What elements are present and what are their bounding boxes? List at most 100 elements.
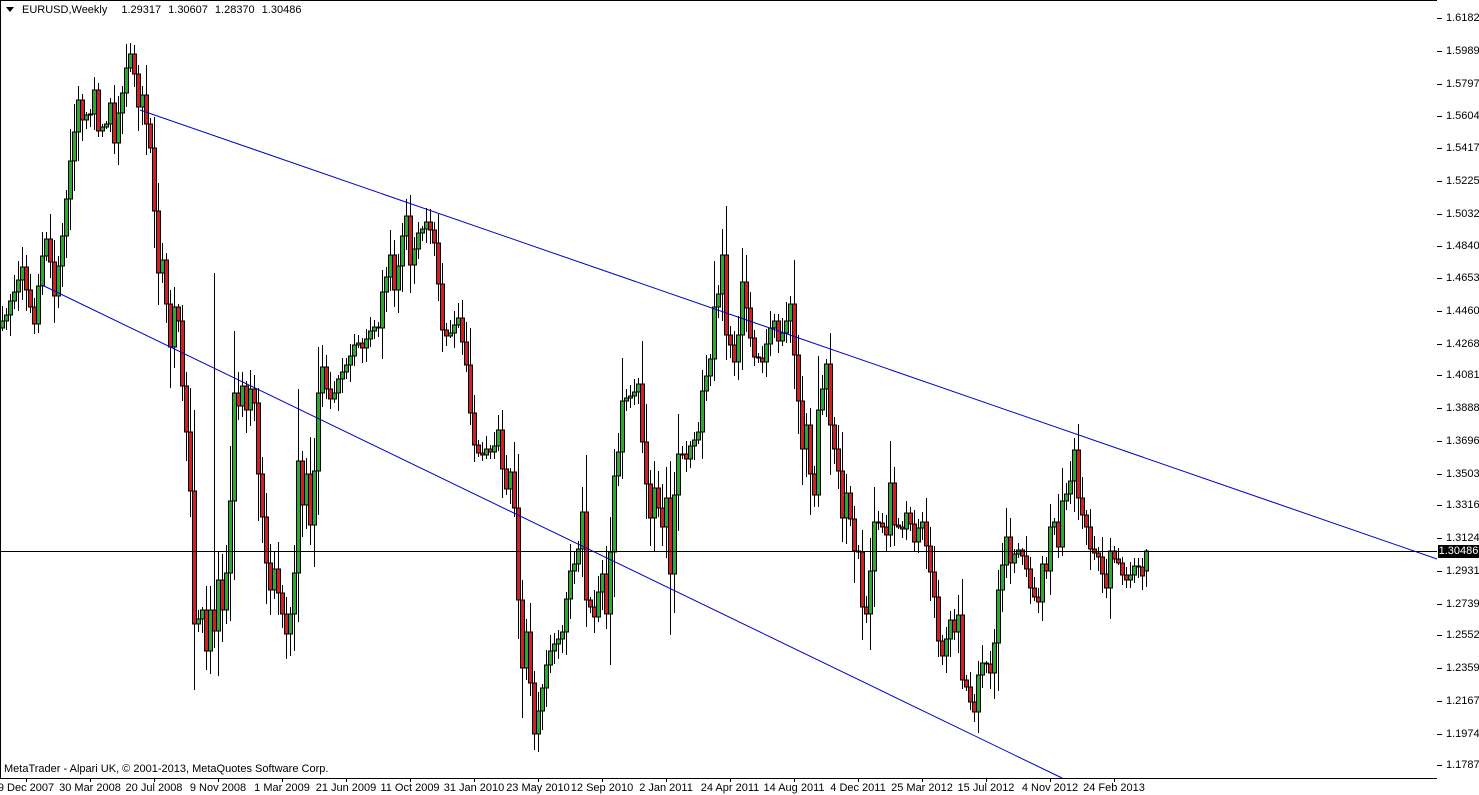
date-axis-label: 30 Mar 2008 [59, 782, 121, 794]
date-axis-label: 2 Jan 2011 [639, 782, 693, 794]
date-axis-label: 1 Mar 2009 [254, 782, 310, 794]
date-tick [730, 779, 731, 782]
price-axis-label: 1.50325 [1446, 208, 1479, 220]
price-axis-label: 1.56045 [1446, 110, 1479, 122]
date-tick [794, 779, 795, 782]
price-axis-label: 1.44605 [1446, 305, 1479, 317]
date-tick [1114, 779, 1115, 782]
lower-descending-trendline[interactable] [41, 284, 1063, 779]
date-axis-label: 24 Apr 2011 [700, 782, 760, 794]
current-price-tag: 1.30486 [1438, 545, 1479, 558]
price-tick [1437, 84, 1442, 85]
price-tick [1437, 278, 1442, 279]
date-axis-label: 24 Feb 2013 [1083, 782, 1145, 794]
price-axis-label: 1.42680 [1446, 338, 1479, 350]
date-axis-label: 20 Jul 2008 [125, 782, 183, 794]
price-tick [1437, 408, 1442, 409]
price-axis-label: 1.31240 [1446, 532, 1479, 544]
price-tick [1437, 375, 1442, 376]
date-tick [90, 779, 91, 782]
date-tick [282, 779, 283, 782]
price-axis-label: 1.38885 [1446, 402, 1479, 414]
chart-frame [0, 0, 1438, 779]
price-tick [1437, 668, 1442, 669]
date-axis-label: 12 Sep 2010 [570, 782, 634, 794]
date-tick [602, 779, 603, 782]
date-tick [538, 779, 539, 782]
price-axis-label: 1.21670 [1446, 695, 1479, 707]
date-axis-label: 4 Nov 2012 [1021, 782, 1079, 794]
price-axis-label: 1.27390 [1446, 598, 1479, 610]
date-tick [410, 779, 411, 782]
price-tick [1437, 701, 1442, 702]
date-tick [154, 779, 155, 782]
date-axis-label: 11 Oct 2009 [380, 782, 440, 794]
quote-low: 1.28370 [214, 4, 255, 16]
quote-close: 1.30486 [261, 4, 302, 16]
price-tick [1437, 734, 1442, 735]
price-tick [1437, 311, 1442, 312]
price-axis-label: 1.29315 [1446, 565, 1479, 577]
price-axis-label: 1.59895 [1446, 45, 1479, 57]
symbol-dropdown-icon[interactable] [6, 7, 14, 12]
price-axis-label: 1.54175 [1446, 142, 1479, 154]
price-tick [1437, 505, 1442, 506]
price-axis-label: 1.40810 [1446, 369, 1479, 381]
date-axis-label: 15 Jul 2012 [957, 782, 1015, 794]
price-tick [1437, 538, 1442, 539]
copyright-text: MetaTrader - Alpari UK, © 2001-2013, Met… [4, 763, 329, 775]
date-axis-label: 25 Mar 2012 [891, 782, 953, 794]
price-axis-label: 1.23595 [1446, 662, 1479, 674]
candles-layer [0, 43, 1149, 752]
date-tick [666, 779, 667, 782]
price-tick [1437, 246, 1442, 247]
date-axis-label: 9 Dec 2007 [0, 782, 55, 794]
price-axis-label: 1.33165 [1446, 499, 1479, 511]
price-tick [1437, 474, 1442, 475]
price-axis-label: 1.35035 [1446, 468, 1479, 480]
price-axis-label: 1.52250 [1446, 175, 1479, 187]
date-tick [346, 779, 347, 782]
date-axis-label: 4 Dec 2011 [830, 782, 886, 794]
price-axis-label: 1.46530 [1446, 272, 1479, 284]
date-tick [474, 779, 475, 782]
price-axis-label: 1.36960 [1446, 435, 1479, 447]
price-axis-label: 1.19745 [1446, 728, 1479, 740]
date-axis-label: 21 Jun 2009 [315, 782, 377, 794]
upper-descending-trendline[interactable] [139, 109, 1438, 560]
price-axis[interactable]: 1.30486 1.61820 1.59895 1.57970 1.56045 1.54… [1437, 0, 1479, 779]
symbol-period-label: EURUSD,Weekly [22, 4, 108, 16]
price-tick [1437, 148, 1442, 149]
price-tick [1437, 635, 1442, 636]
price-axis-label: 1.61820 [1446, 12, 1479, 24]
price-axis-label: 1.48400 [1446, 240, 1479, 252]
date-tick [922, 779, 923, 782]
price-tick [1437, 604, 1442, 605]
date-tick [986, 779, 987, 782]
price-tick [1437, 571, 1442, 572]
quote-high: 1.30607 [168, 4, 208, 16]
chart-title: EURUSD,Weekly 1.29317 1.30607 1.28370 1.3048… [6, 4, 301, 16]
price-tick [1437, 214, 1442, 215]
date-axis-label: 14 Aug 2011 [763, 782, 825, 794]
price-tick [1437, 181, 1442, 182]
date-axis-label: 23 May 2010 [506, 782, 570, 794]
date-tick [218, 779, 219, 782]
date-axis-label: 31 Jan 2010 [443, 782, 505, 794]
time-axis[interactable]: 9 Dec 2007 30 Mar 2008 20 Jul 2008 9 Nov 20… [0, 779, 1479, 795]
date-tick [858, 779, 859, 782]
date-axis-label: 9 Nov 2008 [189, 782, 247, 794]
candlestick-chart[interactable] [0, 0, 1479, 779]
price-axis-label: 1.25520 [1446, 629, 1479, 641]
date-tick [26, 779, 27, 782]
quote-open: 1.29317 [121, 4, 162, 16]
date-tick [1050, 779, 1051, 782]
price-tick [1437, 116, 1442, 117]
price-tick [1437, 441, 1442, 442]
price-tick [1437, 765, 1442, 766]
price-tick [1437, 344, 1442, 345]
price-tick [1437, 18, 1442, 19]
price-tick [1437, 51, 1442, 52]
price-axis-label: 1.17875 [1446, 759, 1479, 771]
